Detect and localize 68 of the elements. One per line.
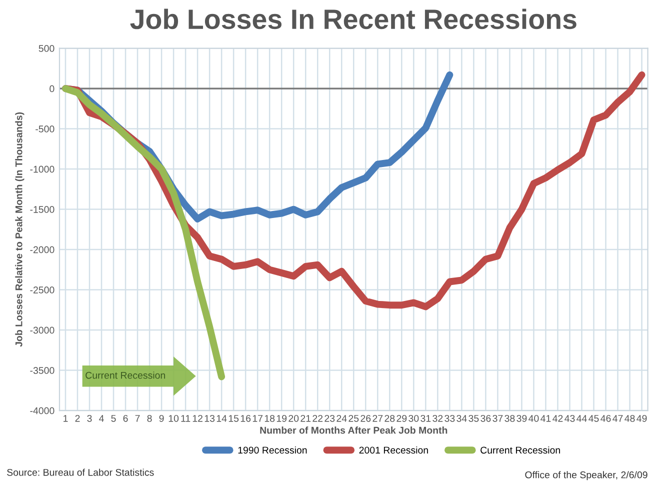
x-tick-label: 41 xyxy=(540,415,551,422)
x-tick-label: 25 xyxy=(348,414,359,422)
legend-label: Current Recession xyxy=(480,446,560,454)
y-tick-label: 0 xyxy=(50,85,54,92)
x-tick-label: 17 xyxy=(252,415,263,422)
x-tick-label: 4 xyxy=(99,415,104,422)
x-tick-label: 16 xyxy=(240,414,251,422)
x-tick-label: 24 xyxy=(336,414,347,422)
x-tick-label: 36 xyxy=(480,414,491,422)
x-tick-label: 2 xyxy=(75,414,80,422)
x-tick-label: 12 xyxy=(192,414,202,422)
x-tick-label: 13 xyxy=(204,414,215,422)
x-tick-label: 40 xyxy=(528,414,539,422)
y-tick-label: -4000 xyxy=(30,407,54,414)
x-tick-label: 30 xyxy=(408,414,419,422)
x-tick-label: 32 xyxy=(432,414,443,422)
x-tick-label: 43 xyxy=(564,414,575,422)
x-tick-label: 22 xyxy=(312,414,323,422)
x-tick-label: 42 xyxy=(552,414,563,422)
x-tick-label: 5 xyxy=(111,415,116,422)
y-tick-label: -500 xyxy=(36,126,54,132)
x-tick-label: 11 xyxy=(181,415,190,422)
x-tick-label: 10 xyxy=(168,414,179,422)
source-note: Source: Bureau of Labor Statistics xyxy=(7,468,154,476)
y-tick-label: 500 xyxy=(38,45,54,52)
x-tick-label: 20 xyxy=(288,414,299,422)
x-tick-label: 44 xyxy=(576,415,587,422)
x-tick-label: 15 xyxy=(228,415,239,422)
x-tick-label: 28 xyxy=(384,414,395,422)
x-tick-label: 48 xyxy=(624,414,635,422)
y-axis-title: Job Losses Relative to Peak Month (In Thousands) xyxy=(15,112,24,347)
y-tick-label: -2500 xyxy=(30,286,54,294)
chart-title: Job Losses In Recent Recessions xyxy=(130,8,576,30)
x-tick-label: 49 xyxy=(636,414,647,422)
x-tick-label: 27 xyxy=(372,414,383,422)
legend-label: 1990 Recession xyxy=(238,446,307,454)
y-tick-label: -3500 xyxy=(30,367,54,374)
annotation: Current Recession xyxy=(86,372,166,379)
x-tick-label: 29 xyxy=(396,414,407,422)
y-tick-label: -1000 xyxy=(30,166,54,173)
x-tick-label: 19 xyxy=(276,414,287,422)
legend-label: 2001 Recession xyxy=(359,446,428,454)
x-axis-title: Number of Months After Peak Job Month xyxy=(260,426,448,434)
x-tick-label: 45 xyxy=(588,415,599,422)
x-tick-label: 1 xyxy=(64,415,68,422)
x-tick-label: 6 xyxy=(123,414,128,422)
x-tick-label: 14 xyxy=(216,415,227,422)
x-tick-label: 26 xyxy=(360,414,371,422)
x-tick-label: 39 xyxy=(516,414,527,422)
x-tick-label: 46 xyxy=(600,414,611,422)
y-tick-label: -2000 xyxy=(30,246,54,254)
text: Office of the Speaker, 2/6/09 xyxy=(525,471,648,480)
x-tick-label: 33 xyxy=(444,414,455,422)
y-tick-label: -3000 xyxy=(30,326,54,334)
x-tick-label: 9 xyxy=(159,414,164,422)
x-tick-label: 3 xyxy=(87,414,92,422)
x-tick-label: 35 xyxy=(468,414,479,422)
y-tick-label: -1500 xyxy=(30,206,54,213)
x-tick-label: 8 xyxy=(147,414,152,422)
x-tick-label: 47 xyxy=(612,415,623,422)
x-tick-label: 21 xyxy=(300,414,311,422)
x-tick-label: 38 xyxy=(504,414,515,422)
x-tick-label: 7 xyxy=(135,415,140,422)
x-tick-label: 37 xyxy=(492,414,503,422)
x-tick-label: 23 xyxy=(324,414,335,422)
x-tick-label: 34 xyxy=(456,414,467,422)
x-tick-label: 31 xyxy=(420,414,431,422)
x-tick-label: 18 xyxy=(264,414,275,422)
